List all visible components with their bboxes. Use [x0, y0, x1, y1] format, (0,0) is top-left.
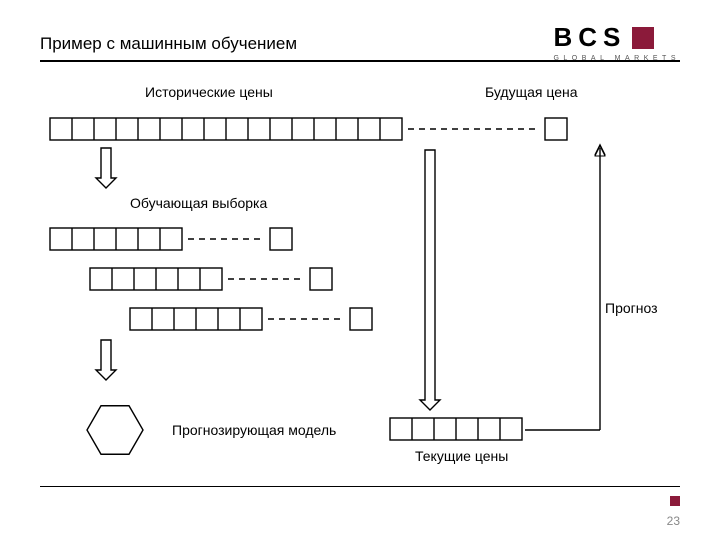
- footer-square-icon: [670, 496, 680, 506]
- page-number: 23: [667, 514, 680, 528]
- footer-divider: [40, 486, 680, 487]
- diagram-canvas: [0, 0, 720, 540]
